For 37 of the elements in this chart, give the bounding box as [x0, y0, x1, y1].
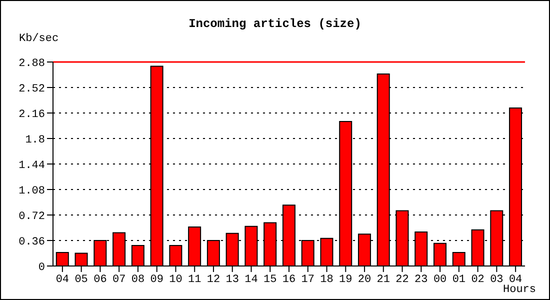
y-tick-label: 2.52 [18, 83, 45, 96]
x-tick-label: 05 [74, 274, 88, 286]
x-tick-label: 08 [131, 274, 145, 286]
x-tick-label: 07 [112, 274, 126, 286]
x-tick-label: 23 [414, 274, 428, 286]
y-axis-title: Kb/sec [19, 33, 59, 45]
chart-title: Incoming articles (size) [188, 17, 362, 31]
x-tick-label: 14 [244, 274, 258, 286]
x-tick-label: 12 [206, 274, 220, 286]
x-tick-label: 21 [376, 274, 390, 286]
y-tick-label: 1.08 [18, 185, 45, 198]
x-tick-label: 02 [471, 274, 484, 286]
y-tick-label: 2.88 [18, 58, 45, 70]
x-tick-label: 01 [452, 274, 466, 286]
y-tick-label: 0 [38, 262, 45, 274]
x-tick-label: 04 [508, 274, 523, 286]
x-tick-label: 04 [56, 274, 70, 286]
y-tick-label: 0.36 [18, 236, 45, 248]
x-axis-title: Hours [503, 284, 536, 296]
x-tick-label: 13 [226, 274, 239, 286]
y-tick-label: 2.16 [18, 108, 45, 121]
x-tick-label: 09 [150, 274, 164, 286]
y-tick-label: 0.72 [18, 210, 45, 223]
y-tick-label: 1.44 [18, 160, 46, 172]
x-tick-label: 17 [301, 274, 314, 286]
x-tick-label: 15 [264, 274, 277, 286]
x-tick-label: 19 [339, 274, 352, 286]
x-tick-label: 03 [490, 274, 504, 286]
x-tick-label: 22 [396, 274, 409, 286]
x-tick-label: 00 [433, 274, 447, 286]
x-tick-label: 06 [94, 274, 107, 286]
x-tick-label: 11 [188, 274, 202, 286]
x-tick-label: 18 [320, 274, 334, 286]
y-tick-label: 1.8 [25, 134, 45, 146]
x-tick-label: 20 [358, 274, 372, 286]
x-tick-label: 10 [169, 274, 182, 286]
x-tick-label: 16 [282, 274, 296, 286]
